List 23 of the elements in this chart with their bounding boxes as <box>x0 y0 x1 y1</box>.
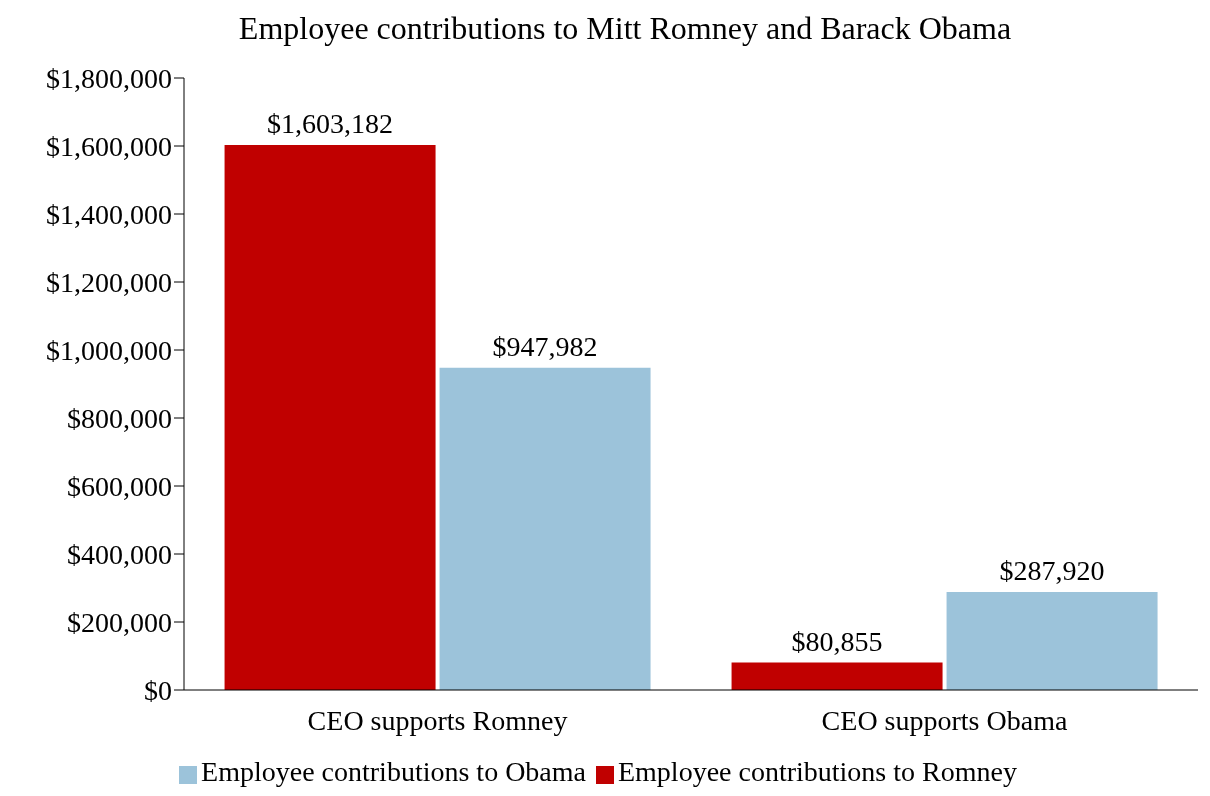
data-label: $1,603,182 <box>267 107 394 139</box>
y-tick-label: $200,000 <box>67 606 172 638</box>
bar <box>731 662 943 690</box>
y-tick-label: $1,400,000 <box>46 198 172 230</box>
legend-label: Employee contributions to Obama <box>201 756 586 787</box>
chart-title: Employee contributions to Mitt Romney and Barack Obama <box>237 9 1013 48</box>
data-label: $947,982 <box>492 330 598 362</box>
y-tick-label: $600,000 <box>67 470 172 502</box>
y-tick-label: $1,600,000 <box>46 130 172 162</box>
y-tick-label: $1,200,000 <box>46 266 172 298</box>
y-tick-label: $1,000,000 <box>46 334 172 366</box>
x-tick-label: CEO supports Romney <box>307 704 568 736</box>
y-tick-label: $400,000 <box>67 538 172 570</box>
y-tick-label: $800,000 <box>67 402 172 434</box>
y-tick-label: $1,800,000 <box>46 62 172 94</box>
bar <box>946 592 1158 690</box>
data-label: $287,920 <box>999 555 1105 587</box>
x-tick-label: CEO supports Obama <box>821 704 1068 736</box>
bar <box>439 367 651 690</box>
legend-label: Employee contributions to Romney <box>617 756 1017 787</box>
data-label: $80,855 <box>791 625 883 657</box>
y-tick-label: $0 <box>144 674 172 706</box>
bar <box>224 144 436 690</box>
